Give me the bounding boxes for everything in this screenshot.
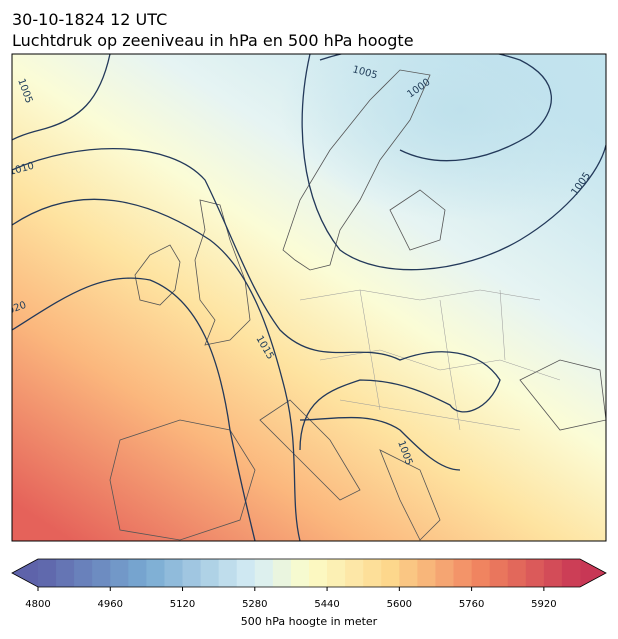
colorbar-segment — [128, 559, 147, 587]
colorbar-segment — [525, 559, 545, 587]
colorbar-segment — [489, 559, 509, 587]
colorbar-segment — [272, 559, 292, 587]
colorbar-tick-label: 5920 — [531, 599, 556, 610]
colorbar-segment — [92, 559, 111, 587]
colorbar-segment — [453, 559, 473, 587]
coastlines — [109, 69, 606, 541]
colorbar-segment — [435, 559, 455, 587]
colorbar-segment — [381, 559, 400, 587]
colorbar-segment — [561, 559, 581, 587]
colorbar-segment — [290, 559, 310, 587]
map-frame — [11, 53, 607, 542]
colorbar-segment — [146, 559, 165, 587]
colorbar-segment — [507, 559, 527, 587]
colorbar-segment — [345, 559, 364, 587]
colorbar-segment — [218, 559, 238, 587]
colorbar-extend-low — [12, 559, 38, 587]
colorbar-segment — [309, 559, 328, 587]
colorbar-segment — [182, 559, 202, 587]
colorbar-tick-label: 5600 — [387, 599, 412, 610]
colorbar-segment — [56, 559, 75, 587]
colorbar-segment — [164, 559, 184, 587]
colorbar-segment — [200, 559, 220, 587]
colorbar-tick-label: 4800 — [25, 599, 50, 610]
colorbar-segment — [327, 559, 346, 587]
colorbar-segment — [74, 559, 93, 587]
colorbar-segment — [254, 559, 274, 587]
colorbar-segment — [417, 559, 436, 587]
colorbar-segment — [236, 559, 256, 587]
colorbar-tick-label: 5280 — [242, 599, 267, 610]
isobars — [12, 54, 606, 541]
map: 1005 1005 1000 1010 1005 1020 1015 1005 — [12, 54, 606, 541]
colorbar-segment — [399, 559, 418, 587]
colorbar-tick-label: 5440 — [314, 599, 339, 610]
colorbar-segment — [543, 559, 563, 587]
colorbar-segment — [471, 559, 491, 587]
colorbar-tick-label: 4960 — [98, 599, 123, 610]
colorbar-segment — [110, 559, 129, 587]
colorbar-tick-label: 5760 — [459, 599, 484, 610]
map-date: 30-10-1824 12 UTC — [12, 10, 167, 29]
map-title: Luchtdruk op zeeniveau in hPa en 500 hPa… — [12, 31, 414, 50]
colorbar-extend-high — [580, 559, 606, 587]
colorbar-segment — [38, 559, 57, 587]
colorbar-segment — [363, 559, 382, 587]
colorbar-label: 500 hPa hoogte in meter — [241, 615, 378, 628]
colorbar: 4800 4960 5120 5280 5440 5600 5760 5920 — [11, 558, 607, 610]
colorbar-outline — [11, 558, 607, 588]
low-area — [280, 54, 606, 220]
colorbar-tick-label: 5120 — [170, 599, 195, 610]
